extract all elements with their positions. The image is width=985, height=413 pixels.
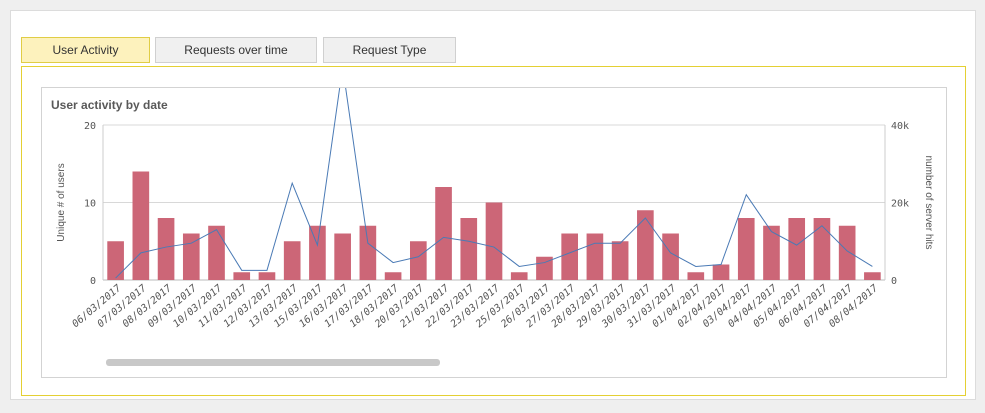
bar (334, 233, 351, 280)
bar (409, 241, 427, 280)
bar (384, 272, 402, 280)
user-activity-chart: 0 0 10 20k 20 40k Unique # of users number of s… (56, 88, 934, 366)
bar (283, 241, 301, 280)
bar (460, 218, 478, 280)
bar (864, 272, 881, 280)
bar (637, 210, 654, 280)
bar (838, 225, 856, 280)
chart-card: User activity by date 0 0 10 20k 20 40k Unique… (41, 87, 947, 378)
bar (712, 264, 730, 280)
y2-tick-label: 0 (891, 276, 897, 287)
bar (788, 218, 806, 280)
bar (763, 225, 780, 280)
bar (662, 233, 679, 280)
bar (737, 218, 755, 280)
y-tick-label: 0 (90, 276, 96, 287)
bar (586, 233, 604, 280)
bar (233, 272, 251, 280)
y-tick-label: 10 (84, 199, 96, 210)
bar (132, 171, 150, 280)
bar (813, 218, 831, 280)
bar (611, 241, 629, 280)
y2-tick-label: 40k (891, 121, 909, 132)
horizontal-scrollbar[interactable] (106, 359, 440, 366)
tab-requests-over-time[interactable]: Requests over time (155, 37, 317, 63)
bar (208, 225, 225, 280)
tab-user-activity[interactable]: User Activity (21, 37, 150, 63)
bar (510, 272, 528, 280)
tab-panel: User activity by date 0 0 10 20k 20 40k Unique… (21, 66, 966, 396)
y2-axis-label: number of server hits (923, 156, 934, 250)
server-hits-line (115, 88, 873, 279)
bar (536, 256, 553, 280)
dashboard-container: User Activity Requests over time Request… (10, 10, 976, 400)
bar (435, 187, 452, 280)
bar (485, 202, 503, 280)
chart-title: User activity by date (51, 98, 168, 112)
y2-tick-label: 20k (891, 199, 909, 210)
y-tick-label: 20 (84, 121, 96, 132)
tab-request-type[interactable]: Request Type (323, 37, 456, 63)
bar (157, 218, 175, 280)
bar (561, 233, 579, 280)
y-axis-label: Unique # of users (56, 163, 67, 241)
bar (182, 233, 200, 280)
bar (258, 272, 276, 280)
bar (309, 225, 326, 280)
bar (107, 241, 124, 280)
bar (687, 272, 705, 280)
bar (359, 225, 377, 280)
